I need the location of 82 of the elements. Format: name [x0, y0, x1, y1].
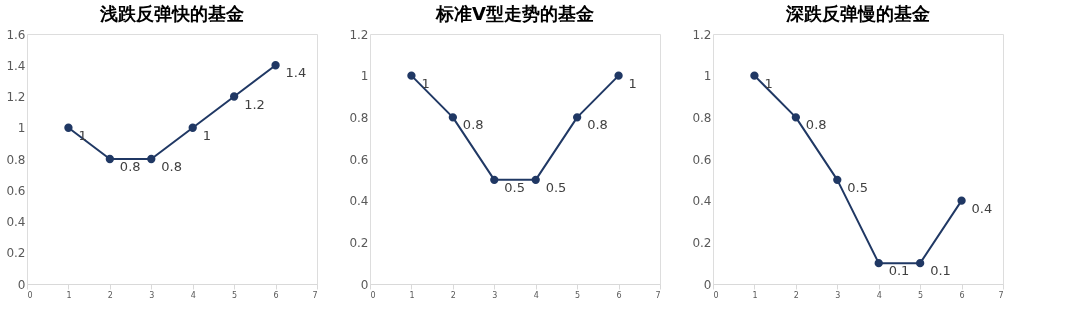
y-tick-label: 1 [360, 69, 369, 84]
point [750, 71, 759, 80]
y-tick-label: 1.6 [6, 27, 26, 42]
x-tick-label: 2 [450, 290, 456, 300]
point [229, 92, 239, 101]
y-tick-label: 1.2 [6, 90, 26, 104]
y-tick-label: 0.6 [692, 152, 712, 167]
point [105, 154, 115, 164]
data-label: 0.8 [161, 159, 182, 174]
data-label: 0.8 [119, 159, 141, 174]
y-tick-label: 1.2 [349, 27, 369, 42]
data-label: 1.2 [244, 96, 265, 112]
data-label: 0.1 [930, 263, 951, 279]
point [572, 113, 582, 122]
point [64, 123, 73, 132]
data-label: 0.8 [587, 117, 608, 133]
y-tick-label: 1.2 [692, 27, 712, 42]
x-tick-label: 5 [232, 290, 238, 300]
point [614, 71, 623, 80]
y-tick-label: 1 [17, 121, 26, 136]
x-tick-label: 4 [876, 290, 882, 300]
x-tick-label: 4 [190, 290, 196, 300]
data-label: 0.8 [462, 117, 484, 133]
x-tick-label: 1 [409, 290, 415, 300]
data-label: 0.5 [504, 179, 525, 195]
x-tick-label: 0 [370, 290, 376, 300]
y-tick-label: 0.8 [349, 110, 369, 125]
data-label: 1.4 [285, 65, 307, 81]
x-tick-label: 6 [959, 290, 965, 300]
y-tick-label: 0.2 [349, 235, 369, 250]
y-tick-label: 0.4 [692, 194, 712, 209]
point [531, 175, 540, 184]
x-tick-label: 1 [752, 290, 758, 300]
y-tick-label: 0.4 [6, 215, 26, 229]
x-tick-label: 7 [998, 290, 1004, 300]
x-tick-label: 2 [793, 290, 799, 300]
x-tick-label: 3 [149, 290, 155, 300]
data-label: 0.8 [805, 117, 827, 133]
data-label: 0.5 [847, 179, 868, 195]
x-tick-label: 5 [575, 290, 581, 300]
point [957, 196, 966, 205]
y-tick-label: 0.8 [692, 110, 712, 125]
point [271, 61, 280, 70]
y-tick-label: 0.2 [6, 246, 26, 261]
y-tick-label: 0.6 [6, 183, 26, 198]
point [147, 154, 156, 164]
point [915, 259, 925, 268]
x-tick-label: 3 [492, 290, 498, 300]
x-tick-label: 2 [107, 290, 113, 300]
point [490, 175, 499, 184]
point [791, 113, 801, 122]
y-tick-label: 0.2 [692, 235, 712, 250]
data-label: 1 [628, 75, 637, 91]
x-tick-label: 4 [533, 290, 539, 300]
chart-title: 深跌反弹慢的基金 [785, 3, 930, 24]
x-tick-label: 1 [66, 290, 72, 300]
x-tick-label: 6 [273, 290, 279, 300]
point [833, 175, 842, 184]
data-label: 0.1 [888, 263, 910, 279]
y-tick-label: 1 [703, 69, 712, 84]
point [188, 123, 197, 132]
x-tick-label: 7 [655, 290, 661, 300]
chart-title: 浅跌反弹快的基金 [99, 3, 244, 24]
point [448, 113, 458, 122]
data-label: 1 [421, 75, 430, 91]
point [874, 259, 883, 268]
x-tick-label: 3 [835, 290, 841, 300]
data-label: 0.4 [971, 200, 993, 216]
data-label: 1 [764, 75, 773, 91]
x-tick-label: 6 [616, 290, 622, 300]
y-tick-label: 0.4 [349, 194, 369, 209]
y-tick-label: 1.4 [6, 58, 26, 73]
chart-title: 标准V型走势的基金 [435, 3, 594, 24]
y-tick-label: 0.6 [349, 152, 369, 167]
data-label: 0.5 [545, 179, 567, 195]
point [407, 71, 416, 80]
y-tick-label: 0.8 [6, 152, 26, 167]
data-label: 1 [202, 127, 211, 143]
x-tick-label: 7 [312, 290, 318, 300]
x-tick-label: 5 [918, 290, 924, 300]
x-tick-label: 0 [713, 290, 719, 300]
x-tick-label: 0 [27, 290, 33, 300]
